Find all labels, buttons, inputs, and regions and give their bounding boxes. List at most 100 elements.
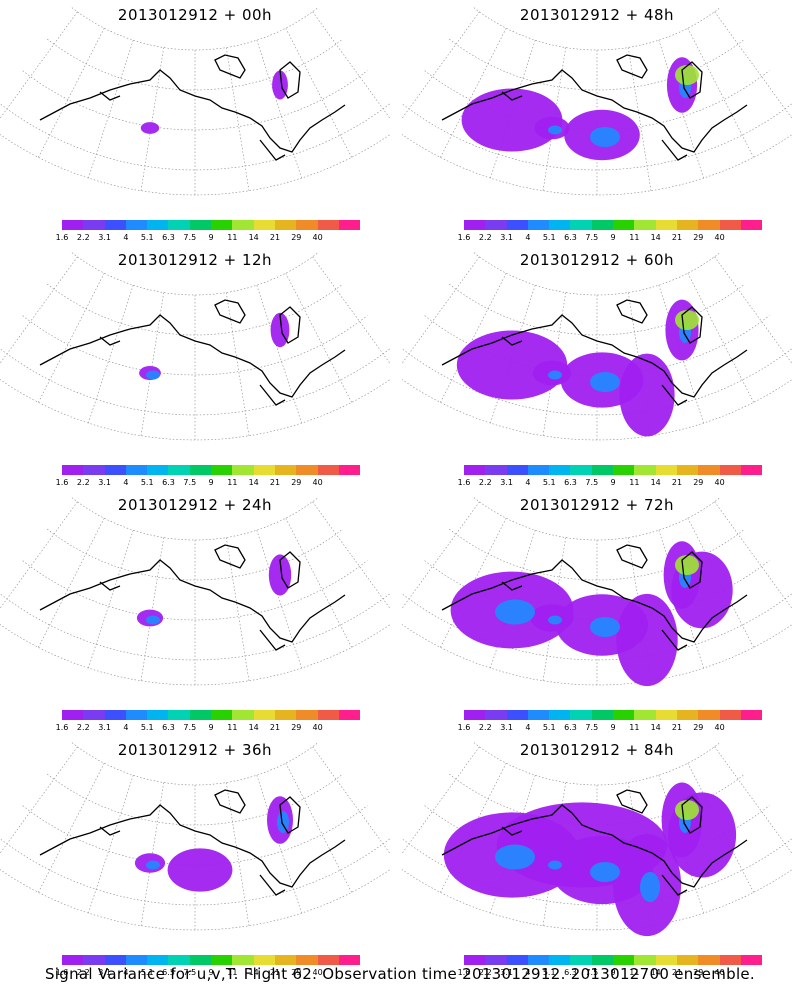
colorbar-tick-label: 40 bbox=[714, 723, 725, 732]
graticule bbox=[0, 7, 390, 196]
colorbar-segment bbox=[634, 465, 656, 475]
colorbar-tick-label: 1.6 bbox=[457, 723, 471, 732]
colorbar-segment bbox=[698, 710, 720, 720]
coastline bbox=[441, 299, 748, 406]
variance-contour-mid bbox=[548, 615, 562, 625]
colorbar-segment bbox=[485, 465, 507, 475]
colorbar-segment bbox=[698, 465, 720, 475]
colorbar-tick-label: 1.6 bbox=[55, 478, 69, 487]
colorbar-tick-label: 3.1 bbox=[500, 723, 513, 732]
colorbar-tick-label: 4 bbox=[123, 233, 129, 242]
variance-field bbox=[136, 554, 292, 627]
colorbar-segment bbox=[62, 220, 84, 230]
colorbar-tick-label: 14 bbox=[650, 723, 661, 732]
colorbar-segment bbox=[464, 465, 486, 475]
colorbar-segment bbox=[740, 955, 763, 965]
colorbar-tick-label: 3.1 bbox=[500, 478, 513, 487]
variance-contour-high bbox=[675, 65, 699, 85]
colorbar-tick-label: 1.6 bbox=[55, 723, 69, 732]
colorbar bbox=[464, 220, 763, 230]
colorbar-segment bbox=[719, 710, 741, 720]
colorbar-segment bbox=[83, 220, 105, 230]
map-panel: 2013012912 + 72h 1.6 2.2 3.1 4 5.1 6.3 7.5 9 11 14… bbox=[402, 490, 792, 735]
colorbar-tick-label: 9 bbox=[208, 968, 214, 977]
panel-title: 2013012912 + 72h bbox=[519, 496, 675, 514]
colorbar-segment bbox=[719, 465, 741, 475]
colorbar-tick-label: 4 bbox=[525, 968, 531, 977]
variance-contour-mid bbox=[277, 811, 289, 833]
colorbar-segment bbox=[168, 465, 190, 475]
colorbar-tick-label: 2.2 bbox=[478, 478, 492, 487]
colorbar-segment bbox=[317, 465, 339, 475]
coastline bbox=[39, 544, 346, 651]
colorbar-tick-label: 7.5 bbox=[183, 478, 197, 487]
colorbar-tick-label: 29 bbox=[693, 968, 704, 977]
colorbar-segment bbox=[613, 710, 635, 720]
colorbar-segment bbox=[549, 465, 571, 475]
map-svg bbox=[402, 497, 792, 687]
colorbar-segment bbox=[506, 220, 528, 230]
panel-title: 2013012912 + 00h bbox=[117, 6, 273, 24]
colorbar-tick-label: 6.3 bbox=[162, 723, 175, 732]
variance-contour-mid bbox=[590, 862, 620, 882]
colorbar-segment bbox=[125, 220, 148, 230]
colorbar-tick-label: 40 bbox=[312, 968, 323, 977]
colorbar-segment bbox=[317, 220, 339, 230]
colorbar-segment bbox=[296, 710, 318, 720]
colorbar-segment bbox=[189, 710, 212, 720]
colorbar-segment bbox=[570, 220, 592, 230]
colorbar-segment bbox=[189, 465, 212, 475]
colorbar-segment bbox=[253, 710, 275, 720]
variance-field bbox=[461, 57, 699, 161]
colorbar-tick-label: 2.2 bbox=[478, 233, 492, 242]
colorbar-tick-label: 7.5 bbox=[585, 723, 599, 732]
colorbar-tick-label: 2.2 bbox=[478, 723, 492, 732]
colorbar-segment bbox=[655, 955, 677, 965]
colorbar-segment bbox=[591, 955, 614, 965]
colorbar-segment bbox=[591, 220, 614, 230]
variance-field bbox=[443, 782, 737, 937]
colorbar-segment bbox=[232, 465, 254, 475]
colorbar-segment bbox=[591, 465, 614, 475]
colorbar-segment bbox=[698, 955, 720, 965]
coastline bbox=[39, 299, 346, 406]
colorbar-tick-label: 2.2 bbox=[76, 723, 90, 732]
variance-contour-mid bbox=[548, 860, 562, 870]
variance-field bbox=[139, 312, 290, 380]
colorbar-tick-label: 5.1 bbox=[140, 968, 154, 977]
colorbar-tick-label: 14 bbox=[650, 968, 661, 977]
colorbar-tick-label: 5.1 bbox=[542, 478, 556, 487]
colorbar-tick-label: 7.5 bbox=[183, 233, 197, 242]
colorbar-tick-label: 9 bbox=[610, 478, 616, 487]
colorbar-segment bbox=[613, 465, 635, 475]
variance-contour-high bbox=[675, 800, 699, 820]
colorbar-segment bbox=[83, 955, 105, 965]
variance-contour-low bbox=[619, 353, 675, 437]
colorbar-segment bbox=[253, 220, 275, 230]
colorbar-segment bbox=[83, 465, 105, 475]
colorbar-tick-label: 6.3 bbox=[564, 478, 577, 487]
colorbar bbox=[464, 710, 763, 720]
colorbar-segment bbox=[62, 465, 84, 475]
colorbar-tick-label: 6.3 bbox=[162, 478, 175, 487]
colorbar-segment bbox=[613, 220, 635, 230]
colorbar-tick-label: 5.1 bbox=[542, 233, 556, 242]
colorbar-tick-label: 21 bbox=[671, 233, 683, 242]
coastline bbox=[441, 544, 748, 651]
colorbar-tick-label: 3.1 bbox=[98, 478, 111, 487]
variance-contour-high bbox=[675, 310, 699, 330]
variance-contour-mid bbox=[548, 125, 562, 135]
colorbar-segment bbox=[570, 465, 592, 475]
colorbar-segment bbox=[62, 710, 84, 720]
colorbar bbox=[62, 220, 361, 230]
map-svg bbox=[402, 252, 792, 441]
colorbar-segment bbox=[317, 955, 339, 965]
variance-contour-mid bbox=[590, 372, 620, 392]
colorbar-segment bbox=[274, 955, 297, 965]
colorbar-tick-label: 21 bbox=[671, 968, 683, 977]
colorbar-segment bbox=[317, 710, 339, 720]
colorbar-tick-label: 14 bbox=[248, 968, 259, 977]
map-svg bbox=[0, 742, 390, 931]
colorbar-tick-label: 5.1 bbox=[140, 723, 154, 732]
colorbar-tick-label: 3.1 bbox=[500, 968, 513, 977]
